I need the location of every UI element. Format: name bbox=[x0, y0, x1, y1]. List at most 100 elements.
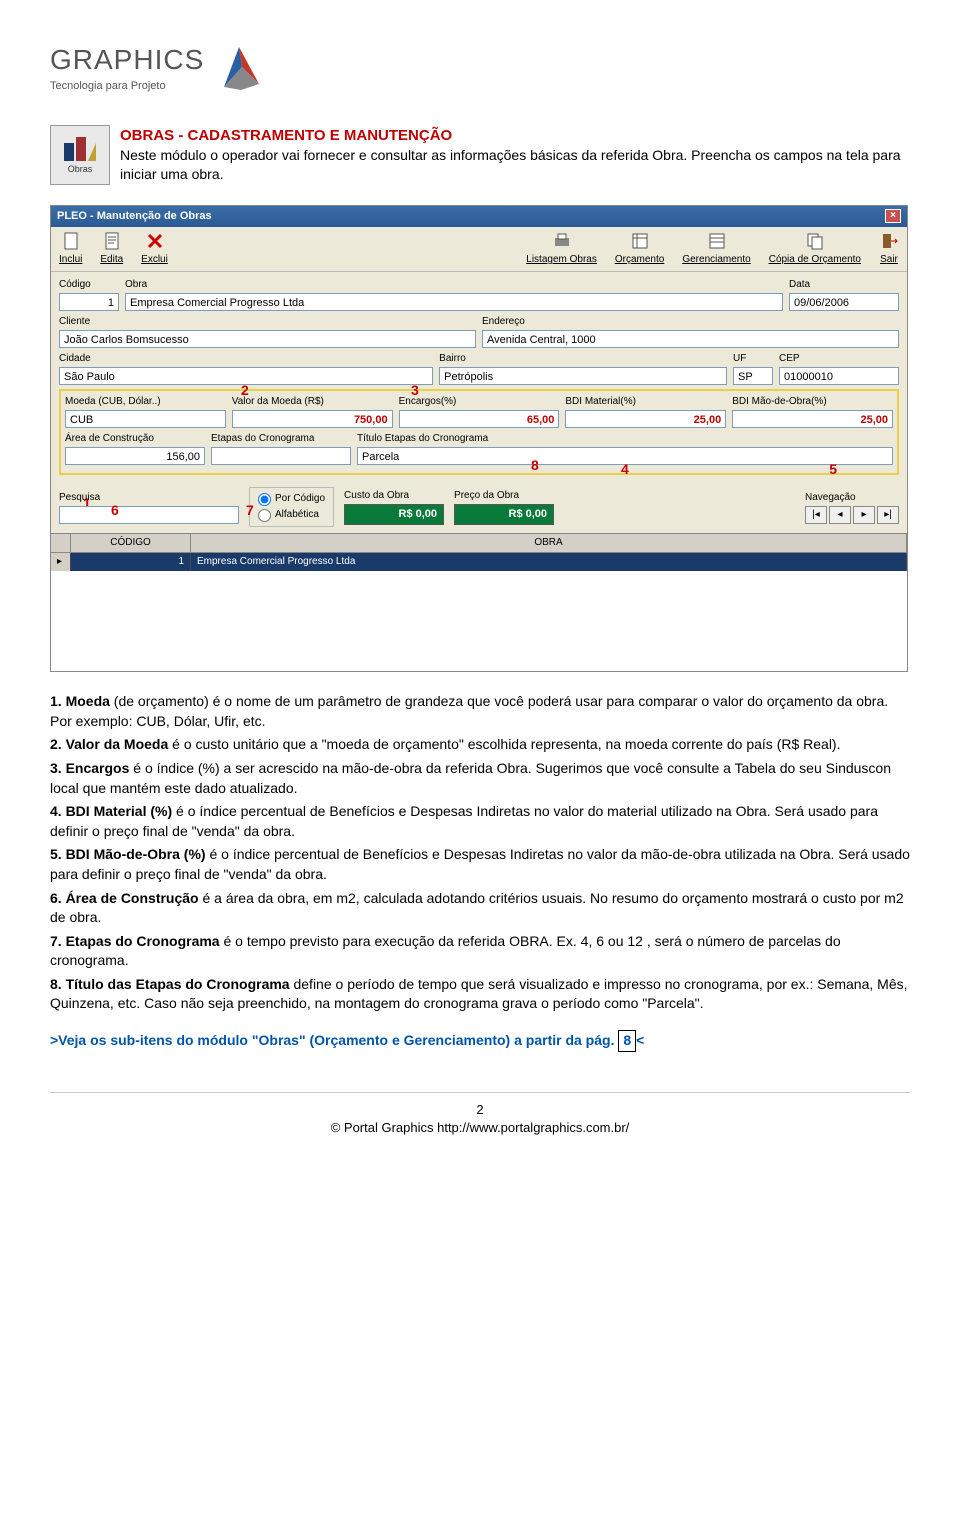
toolbar-label: Listagem Obras bbox=[526, 253, 597, 267]
copy-icon bbox=[805, 231, 825, 251]
cep-input[interactable]: 01000010 bbox=[779, 367, 899, 385]
navegacao-label: Navegação bbox=[805, 491, 899, 505]
item-7-title: 7. Etapas do Cronograma bbox=[50, 933, 220, 949]
toolbar: Inclui Edita Exclui Listagem Obras bbox=[51, 227, 907, 272]
body-text: 1. Moeda (de orçamento) é o nome de um p… bbox=[50, 692, 910, 1052]
item-3-title: 3. Encargos bbox=[50, 760, 129, 776]
sublink-page: 8 bbox=[618, 1030, 636, 1052]
bdi-mao-label: BDI Mão-de-Obra(%) bbox=[732, 395, 893, 409]
cliente-input[interactable]: João Carlos Bomsucesso bbox=[59, 330, 476, 348]
cidade-label: Cidade bbox=[59, 352, 433, 366]
grid-cell-obra: Empresa Comercial Progresso Ltda bbox=[191, 553, 907, 571]
moeda-input[interactable]: CUB bbox=[65, 410, 226, 428]
grid-cell-code: 1 bbox=[71, 553, 191, 571]
obras-icon-label: Obras bbox=[68, 163, 93, 176]
pesquisa-input[interactable] bbox=[59, 506, 239, 524]
callout-3: 3 bbox=[411, 381, 419, 401]
radio-alfabetica[interactable]: Alfabética bbox=[258, 508, 325, 522]
budget-icon bbox=[630, 231, 650, 251]
bdi-mat-input[interactable]: 25,00 bbox=[565, 410, 726, 428]
toolbar-inclui[interactable]: Inclui bbox=[59, 231, 82, 267]
etapas-label: Etapas do Cronograma bbox=[211, 432, 351, 446]
toolbar-copia[interactable]: Cópia de Orçamento bbox=[769, 231, 861, 267]
item-2-text: é o custo unitário que a "moeda de orçam… bbox=[168, 736, 840, 752]
data-label: Data bbox=[789, 278, 899, 292]
grid-header: CÓDIGO OBRA bbox=[51, 533, 907, 553]
pesquisa-label: Pesquisa bbox=[59, 491, 239, 505]
bdi-mao-input[interactable]: 25,00 bbox=[732, 410, 893, 428]
nav-next[interactable]: ▸ bbox=[853, 506, 875, 524]
custo-label: Custo da Obra bbox=[344, 489, 444, 503]
callout-5: 5 bbox=[829, 460, 837, 480]
nav-prev[interactable]: ◂ bbox=[829, 506, 851, 524]
item-2-title: 2. Valor da Moeda bbox=[50, 736, 168, 752]
etapas-input[interactable] bbox=[211, 447, 351, 465]
toolbar-edita[interactable]: Edita bbox=[100, 231, 123, 267]
callout-8: 8 bbox=[531, 456, 539, 476]
window-title: PLEO - Manutenção de Obras bbox=[57, 209, 212, 224]
obras-module-icon[interactable]: Obras bbox=[50, 125, 110, 185]
item-8-title: 8. Título das Etapas do Cronograma bbox=[50, 976, 290, 992]
toolbar-label: Edita bbox=[100, 253, 123, 267]
sub-items-link[interactable]: >Veja os sub-itens do módulo "Obras" (Or… bbox=[50, 1030, 910, 1052]
codigo-input[interactable]: 1 bbox=[59, 293, 119, 311]
toolbar-label: Cópia de Orçamento bbox=[769, 253, 861, 267]
sublink-suffix: < bbox=[636, 1032, 644, 1048]
toolbar-sair[interactable]: Sair bbox=[879, 231, 899, 267]
codigo-label: Código bbox=[59, 278, 119, 292]
logo-subtitle: Tecnologia para Projeto bbox=[50, 79, 204, 94]
cliente-label: Cliente bbox=[59, 315, 476, 329]
app-window: PLEO - Manutenção de Obras × Inclui Edit… bbox=[50, 205, 908, 672]
edit-icon bbox=[102, 231, 122, 251]
nav-last[interactable]: ▸| bbox=[877, 506, 899, 524]
endereco-input[interactable]: Avenida Central, 1000 bbox=[482, 330, 899, 348]
valor-moeda-input[interactable]: 750,00 bbox=[232, 410, 393, 428]
radio-porcodigo[interactable]: Por Código bbox=[258, 492, 325, 506]
toolbar-label: Sair bbox=[880, 253, 898, 267]
footer-site: © Portal Graphics http://www.portalgraph… bbox=[50, 1119, 910, 1137]
section-heading: OBRAS - CADASTRAMENTO E MANUTENÇÃO bbox=[120, 127, 452, 144]
nav-first[interactable]: |◂ bbox=[805, 506, 827, 524]
uf-label: UF bbox=[733, 352, 773, 366]
area-input[interactable]: 156,00 bbox=[65, 447, 205, 465]
page-footer: 2 © Portal Graphics http://www.portalgra… bbox=[50, 1092, 910, 1137]
delete-icon bbox=[145, 231, 165, 251]
grid-col-obra: OBRA bbox=[191, 534, 907, 552]
callout-2: 2 bbox=[241, 381, 249, 401]
exit-icon bbox=[879, 231, 899, 251]
preco-value: R$ 0,00 bbox=[454, 504, 554, 525]
grid-col-codigo: CÓDIGO bbox=[71, 534, 191, 552]
radio-label: Por Código bbox=[275, 492, 325, 506]
item-5-title: 5. BDI Mão-de-Obra (%) bbox=[50, 846, 206, 862]
toolbar-listagem[interactable]: Listagem Obras bbox=[526, 231, 597, 267]
logo-title: GRAPHICS bbox=[50, 40, 204, 79]
toolbar-label: Gerenciamento bbox=[682, 253, 750, 267]
moeda-label: Moeda (CUB, Dólar..) bbox=[65, 395, 226, 409]
grid-empty-area bbox=[51, 571, 907, 671]
obra-label: Obra bbox=[125, 278, 783, 292]
item-1-title: 1. Moeda bbox=[50, 693, 110, 709]
data-input[interactable]: 09/06/2006 bbox=[789, 293, 899, 311]
custo-value: R$ 0,00 bbox=[344, 504, 444, 525]
toolbar-orcamento[interactable]: Orçamento bbox=[615, 231, 664, 267]
item-1-text: (de orçamento) é o nome de um parâmetro … bbox=[50, 693, 888, 729]
encargos-input[interactable]: 65,00 bbox=[399, 410, 560, 428]
callout-4: 4 bbox=[621, 460, 629, 480]
close-icon[interactable]: × bbox=[885, 209, 901, 223]
obra-input[interactable]: Empresa Comercial Progresso Ltda bbox=[125, 293, 783, 311]
header-logo: GRAPHICS Tecnologia para Projeto bbox=[50, 40, 910, 95]
item-4-text: é o índice percentual de Benefícios e De… bbox=[50, 803, 878, 839]
print-icon bbox=[552, 231, 572, 251]
toolbar-gerenciamento[interactable]: Gerenciamento bbox=[682, 231, 750, 267]
grid-row[interactable]: ▸ 1 Empresa Comercial Progresso Ltda bbox=[51, 553, 907, 571]
bdi-mat-label: BDI Material(%) bbox=[565, 395, 726, 409]
new-icon bbox=[61, 231, 81, 251]
valor-moeda-label: Valor da Moeda (R$) bbox=[232, 395, 393, 409]
uf-input[interactable]: SP bbox=[733, 367, 773, 385]
area-label: Área de Construção bbox=[65, 432, 205, 446]
bairro-input[interactable]: Petrópolis bbox=[439, 367, 727, 385]
toolbar-exclui[interactable]: Exclui bbox=[141, 231, 168, 267]
logo-arrow-icon bbox=[214, 42, 264, 92]
callout-6: 6 bbox=[111, 501, 119, 521]
titulo-etapas-label: Título Etapas do Cronograma bbox=[357, 432, 893, 446]
